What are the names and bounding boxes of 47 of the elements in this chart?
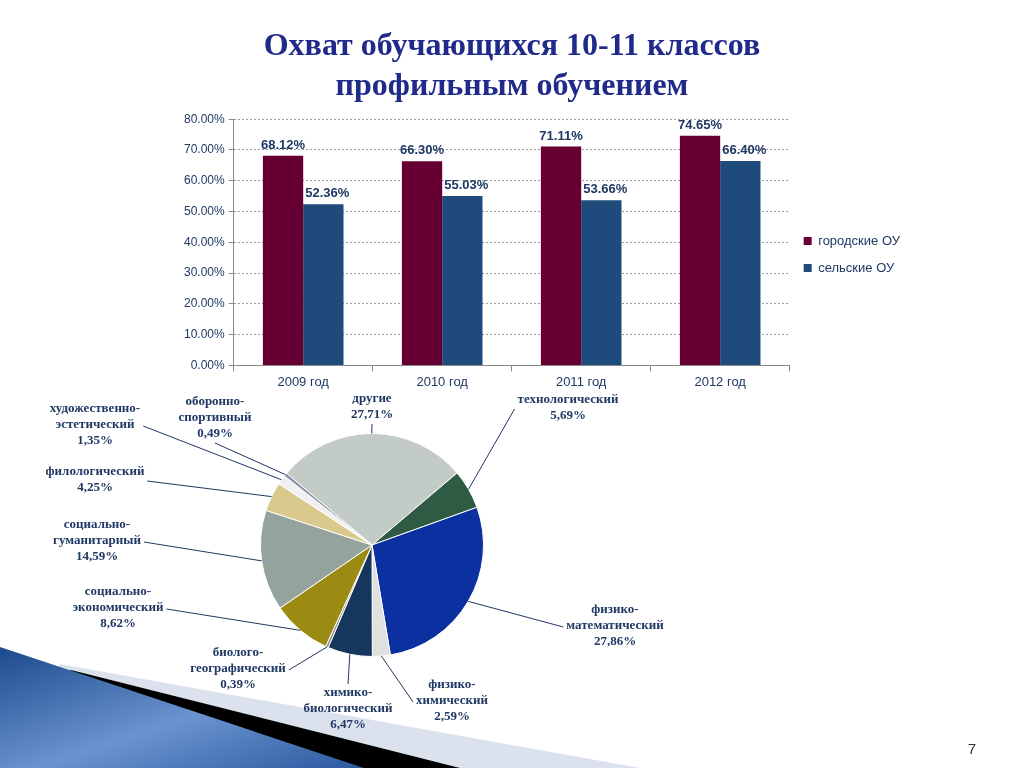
- data-label: 55.03%: [444, 177, 489, 193]
- y-tick-label: 0.00%: [190, 357, 226, 372]
- x-tick-label: 2011 год: [555, 373, 607, 389]
- slice-label: социально-экономический: [72, 582, 165, 614]
- data-label: 4,25%: [77, 478, 113, 494]
- y-tick-label: 20.00%: [184, 296, 226, 311]
- slice-label: биолого-географический: [190, 643, 287, 675]
- chart-title: Охват обучающихся 10-11 классов профильным обучением: [262, 25, 762, 104]
- legend-label: сельские ОУ: [818, 259, 895, 275]
- slice-label: физико-математический: [566, 600, 665, 632]
- slice-label: химико-биологический: [303, 683, 394, 715]
- x-tick-label: 2010 год: [416, 373, 469, 389]
- data-label: 53.66%: [583, 181, 628, 197]
- data-label: 2,59%: [434, 707, 470, 723]
- data-label: 68.12%: [261, 136, 306, 152]
- data-label: 66.40%: [722, 142, 767, 158]
- slice-label: оборонно-спортивный: [178, 392, 252, 424]
- data-label: 8,62%: [100, 614, 136, 630]
- data-label: 14,59%: [75, 547, 119, 563]
- data-label: 66.30%: [399, 142, 445, 158]
- slice-label: технологический: [517, 390, 619, 406]
- slice-label: художественно-эстетический: [49, 399, 141, 431]
- slice-label: физико-химический: [416, 675, 489, 707]
- data-label: 71.11%: [539, 127, 584, 143]
- data-label: 1,35%: [77, 431, 113, 447]
- data-label: 0,49%: [197, 424, 233, 440]
- x-tick-label: 2009 год: [277, 373, 330, 389]
- y-tick-label: 50.00%: [184, 203, 226, 218]
- data-label: 5,69%: [550, 406, 586, 422]
- legend-label: городские ОУ: [818, 232, 901, 248]
- data-label: 27,71%: [350, 405, 394, 421]
- text: 7: [967, 740, 976, 757]
- x-tick-label: 2012 год: [694, 373, 747, 389]
- y-tick-label: 10.00%: [184, 326, 226, 341]
- data-label: 27,86%: [593, 632, 637, 648]
- slice-label: филологический: [45, 462, 145, 478]
- data-label: 74.65%: [677, 116, 723, 132]
- y-tick-label: 80.00%: [184, 111, 226, 126]
- slice-label: социально-гуманитарный: [53, 515, 142, 547]
- y-tick-label: 60.00%: [184, 173, 226, 188]
- y-tick-label: 40.00%: [184, 234, 226, 249]
- data-label: 52.36%: [305, 185, 350, 201]
- data-label: 6,47%: [330, 715, 366, 731]
- y-tick-label: 30.00%: [184, 265, 226, 280]
- slice-label: другие: [352, 389, 392, 405]
- y-tick-label: 70.00%: [184, 142, 226, 157]
- data-label: 0,39%: [220, 675, 256, 691]
